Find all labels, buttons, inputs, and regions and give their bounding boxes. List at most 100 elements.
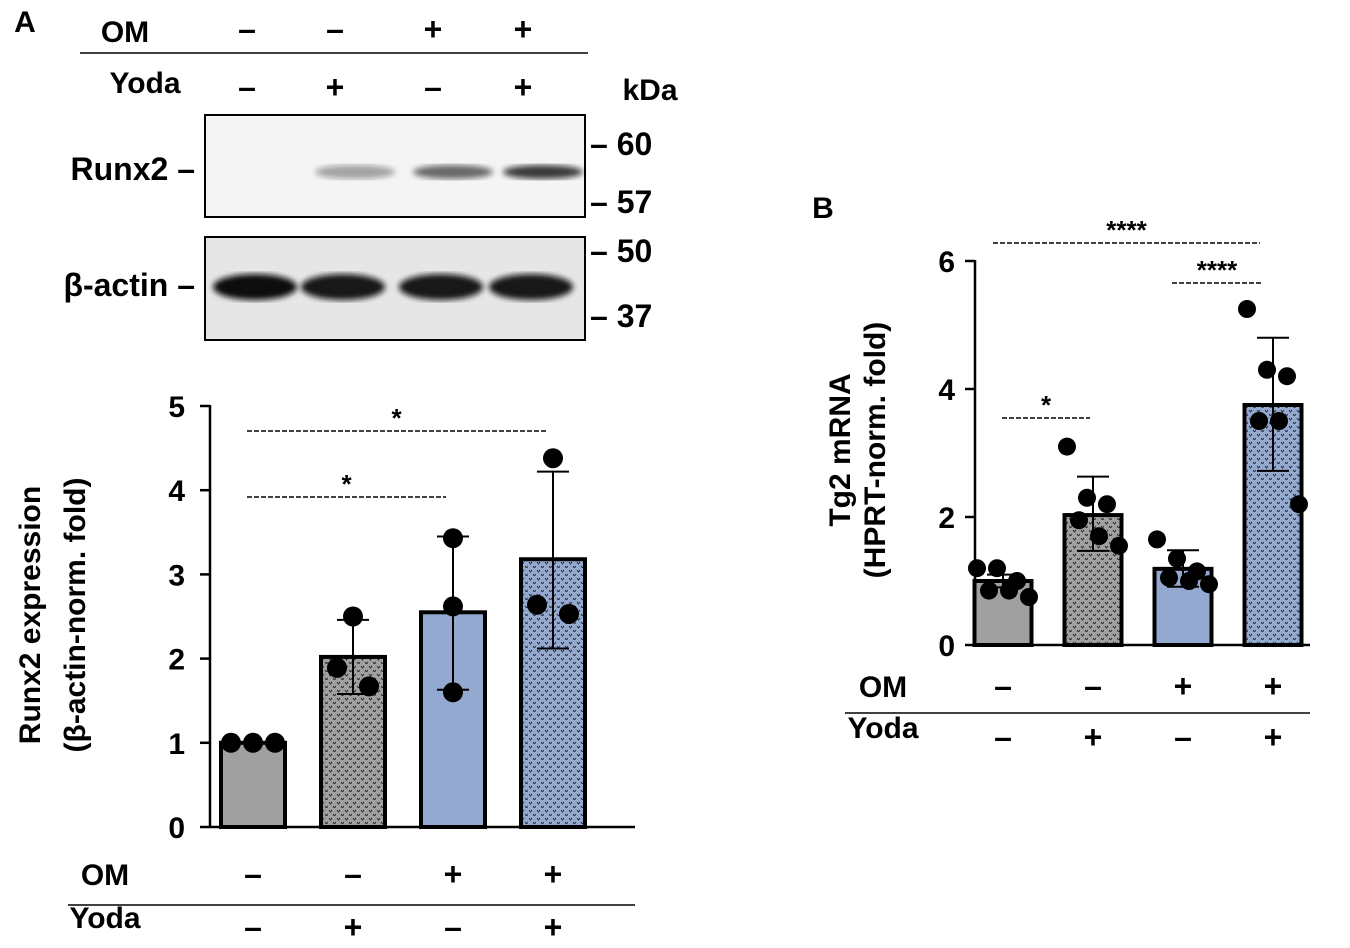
data-point (1098, 495, 1116, 514)
y-axis-label-units: (β-actin-norm. fold) (59, 478, 92, 753)
blot-band (301, 274, 385, 300)
data-point (443, 528, 463, 549)
y-tick-label: 3 (168, 559, 185, 592)
blot-band (315, 165, 395, 179)
mw-marker: – 50 (590, 233, 652, 269)
blot-band (413, 165, 493, 179)
blot-om-label: OM (101, 16, 149, 49)
yoda-label: Yoda (69, 902, 140, 935)
blot-yoda-sign: – (238, 69, 256, 105)
data-point (527, 594, 547, 615)
data-point (988, 559, 1006, 578)
data-point (265, 732, 285, 753)
data-point (1290, 495, 1308, 514)
data-point (359, 676, 379, 697)
y-axis-label: Tg2 mRNA (824, 373, 857, 526)
data-point (1250, 412, 1268, 430)
data-point (1020, 588, 1038, 606)
blot-band (399, 274, 483, 300)
om-sign: – (344, 856, 362, 892)
y-tick-label: 4 (168, 475, 185, 508)
blot-band (503, 165, 583, 179)
data-point (443, 596, 463, 617)
data-point (1070, 511, 1088, 530)
data-point (1160, 568, 1178, 587)
yoda-sign: + (344, 909, 363, 945)
blot-band (489, 274, 573, 300)
data-point (1078, 488, 1096, 507)
significance-label: * (391, 403, 402, 433)
blot-band (213, 274, 297, 300)
yoda-sign: + (1084, 719, 1103, 755)
data-point (443, 682, 463, 703)
significance-label: **** (1106, 215, 1147, 245)
y-axis-label-units: (HPRT-norm. fold) (859, 322, 892, 579)
om-label: OM (859, 671, 907, 704)
data-point (1000, 581, 1018, 600)
om-sign: + (1174, 668, 1193, 704)
blot-yoda-sign: – (424, 69, 442, 105)
mw-marker: – 60 (590, 126, 652, 162)
data-point (1058, 437, 1076, 456)
blot-row-label: β-actin – (63, 267, 195, 303)
yoda-sign: + (1264, 719, 1283, 755)
om-sign: – (994, 668, 1012, 704)
blot-row-label: Runx2 – (71, 151, 195, 187)
data-point (1180, 572, 1198, 590)
blot-om-sign: + (424, 11, 443, 47)
significance-label: * (341, 469, 352, 499)
data-point (559, 603, 579, 624)
blot-membrane (204, 114, 586, 218)
yoda-sign: – (444, 909, 462, 945)
y-tick-label: 0 (938, 630, 955, 663)
blot-om-sign: – (326, 11, 344, 47)
significance-label: * (1041, 390, 1052, 420)
data-point (343, 606, 363, 627)
y-tick-label: 6 (938, 246, 955, 279)
om-label: OM (81, 859, 129, 892)
data-point (980, 581, 998, 600)
om-sign: – (244, 856, 262, 892)
significance-label: **** (1197, 255, 1238, 285)
om-sign: – (1084, 668, 1102, 704)
data-point (221, 732, 241, 753)
data-point (543, 448, 563, 469)
yoda-sign: – (244, 909, 262, 945)
blot-om-sign: + (514, 11, 533, 47)
data-point (1238, 300, 1256, 318)
om-sign: + (444, 856, 463, 892)
data-point (1168, 549, 1186, 568)
mw-marker: – 57 (590, 184, 652, 220)
data-point (1258, 360, 1276, 379)
y-tick-label: 2 (168, 644, 185, 677)
yoda-sign: + (544, 909, 563, 945)
y-tick-label: 4 (938, 374, 955, 407)
data-point (327, 657, 347, 678)
yoda-sign: – (994, 719, 1012, 755)
data-point (968, 559, 986, 578)
blot-yoda-sign: + (326, 69, 345, 105)
yoda-label: Yoda (847, 712, 918, 745)
y-tick-label: 0 (168, 812, 185, 845)
data-point (1200, 575, 1218, 594)
panel-label-a: A (14, 6, 36, 39)
y-axis-label: Runx2 expression (14, 486, 47, 744)
y-tick-label: 5 (168, 391, 185, 424)
y-tick-label: 2 (938, 502, 955, 535)
data-point (1110, 536, 1128, 555)
yoda-sign: – (1174, 719, 1192, 755)
mw-marker: – 37 (590, 298, 652, 334)
bar (219, 740, 287, 829)
om-sign: + (1264, 668, 1283, 704)
data-point (1270, 412, 1288, 430)
data-point (1090, 527, 1108, 546)
om-sign: + (544, 856, 563, 892)
kda-label: kDa (622, 74, 677, 107)
data-point (243, 732, 263, 753)
panel-label-b: B (812, 192, 834, 225)
data-point (1278, 367, 1296, 386)
data-point (1148, 530, 1166, 549)
blot-om-sign: – (238, 11, 256, 47)
blot-yoda-label: Yoda (109, 67, 180, 100)
